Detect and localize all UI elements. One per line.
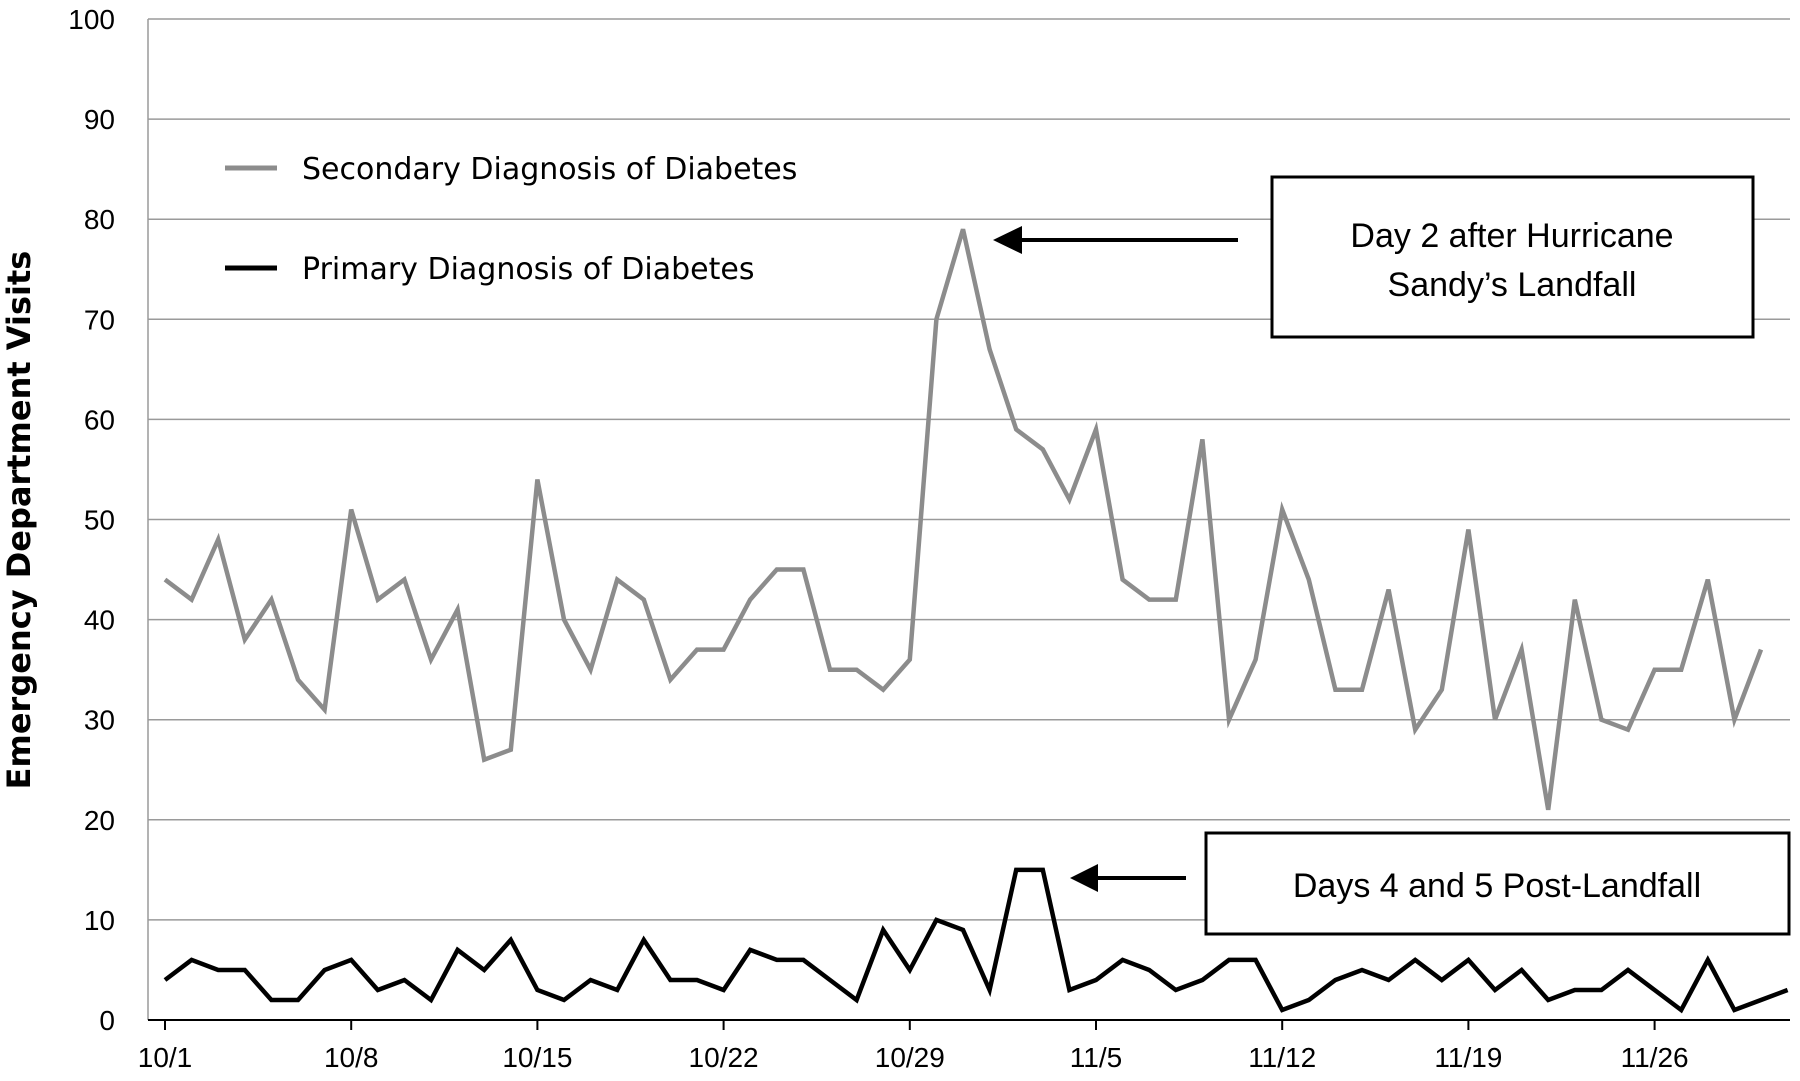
- y-tick-label: 50: [84, 505, 115, 536]
- x-tick-label: 10/22: [689, 1042, 759, 1073]
- x-tick-label: 11/5: [1070, 1042, 1122, 1073]
- annotation-line: Days 4 and 5 Post-Landfall: [1293, 867, 1701, 905]
- y-tick-label: 20: [84, 805, 115, 836]
- y-tick-label: 80: [84, 204, 115, 235]
- y-axis-title: Emergency Department Visits: [0, 251, 38, 790]
- legend: Secondary Diagnosis of Diabetes Primary …: [225, 152, 797, 287]
- x-tick-label: 11/12: [1248, 1042, 1316, 1073]
- annotation-line: Day 2 after Hurricane: [1350, 217, 1673, 255]
- y-tick-label: 60: [84, 404, 115, 435]
- annotation-box: [1270, 175, 1755, 339]
- y-axis-ticks: 0 10 20 30 40 50 60 70 80 90 100: [68, 4, 115, 1036]
- y-tick-label: 0: [99, 1005, 115, 1036]
- y-tick-label: 10: [84, 905, 115, 936]
- x-tick-label: 10/8: [324, 1042, 379, 1073]
- gridlines: [147, 18, 1790, 1021]
- legend-label-primary: Primary Diagnosis of Diabetes: [302, 252, 754, 287]
- x-tick-label: 10/15: [502, 1042, 572, 1073]
- series-layer: [163, 228, 1789, 1014]
- x-tick-label: 11/19: [1434, 1042, 1502, 1073]
- y-tick-label: 30: [84, 705, 115, 736]
- y-tick-label: 100: [68, 4, 115, 35]
- legend-label-secondary: Secondary Diagnosis of Diabetes: [302, 152, 797, 187]
- series-line-primary: [163, 867, 1789, 1014]
- annotation-line: Sandy’s Landfall: [1388, 266, 1637, 304]
- y-tick-label: 40: [84, 605, 115, 636]
- x-tick-label: 10/1: [138, 1042, 193, 1073]
- x-tick-label: 11/26: [1621, 1042, 1689, 1073]
- annotation-post-landfall: Days 4 and 5 Post-Landfall: [1070, 831, 1791, 936]
- y-tick-label: 90: [84, 104, 115, 135]
- annotation-box: [1204, 831, 1791, 936]
- x-axis: 10/1 10/8 10/15 10/22 10/29 11/5 11/12 11/19 11/…: [138, 1019, 1790, 1073]
- y-tick-label: 70: [84, 304, 115, 335]
- annotation-landfall: Day 2 after Hurricane Sandy’s Landfall: [993, 175, 1755, 339]
- annotation-arrowhead: [1070, 864, 1098, 892]
- x-tick-label: 10/29: [875, 1042, 945, 1073]
- annotation-arrowhead: [993, 226, 1022, 254]
- series-line-secondary: [163, 228, 1764, 811]
